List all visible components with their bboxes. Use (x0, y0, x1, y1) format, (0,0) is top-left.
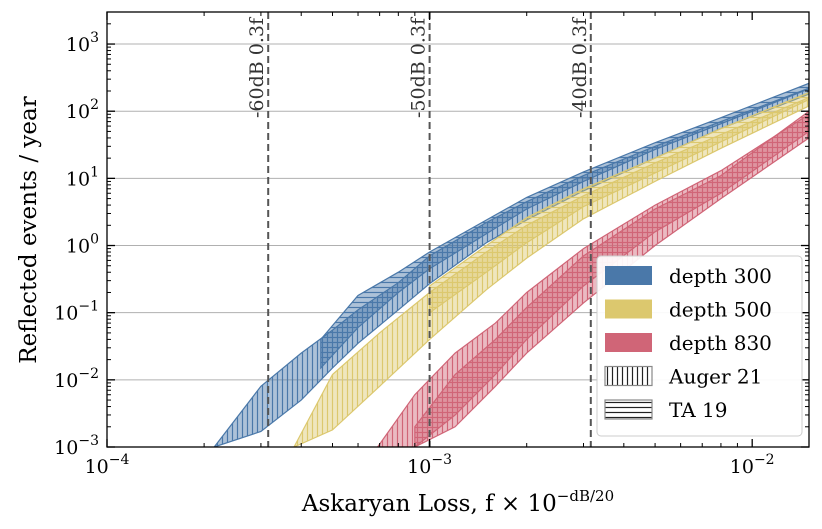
legend-swatch (605, 333, 652, 352)
bands (213, 82, 809, 447)
plot-frame (106, 11, 810, 448)
y-tick-label: 103 (66, 30, 99, 56)
y-tick-label: 10−1 (54, 299, 99, 325)
x-axis-label: Askaryan Loss, f × 10−dB/20 (301, 487, 614, 517)
legend-item-depth-830: depth 830 (605, 331, 772, 355)
band-depth-500-ta-19 (429, 91, 809, 314)
legend-swatch (605, 266, 652, 285)
x-tick-label: 10−2 (730, 452, 775, 478)
vline-label-50db-0-3f: -50dB 0.3f (408, 16, 430, 118)
legend: depth 300 depth 500 depth 830 Auger 21 TA 19 (596, 255, 803, 437)
x-axis-label-exponent: −dB/20 (557, 487, 614, 505)
y-axis-label: Reflected events / year (16, 96, 42, 363)
series-depth-830 (376, 110, 809, 447)
legend-item-depth-300: depth 300 (605, 264, 772, 288)
legend-swatch (604, 399, 653, 420)
series-depth-500 (293, 91, 809, 447)
legend-label: TA 19 (669, 398, 728, 422)
band-depth-830-ta-19 (414, 110, 809, 447)
legend-item-auger-21: Auger 21 (604, 365, 762, 389)
vline-label-60db-0-3f: -60dB 0.3f (246, 16, 268, 118)
legend-label: depth 300 (669, 264, 772, 288)
vline-label-40db-0-3f: -40dB 0.3f (569, 16, 591, 118)
x-tick-label: 10−4 (85, 452, 130, 478)
legend-label: Auger 21 (668, 365, 762, 389)
y-tick-label: 10−3 (54, 433, 99, 459)
vertical-reference-lines: -60dB 0.3f -50dB 0.3f -40dB 0.3f (246, 12, 592, 447)
legend-swatch (604, 365, 653, 387)
y-tick-label: 102 (66, 97, 99, 123)
band-depth-300-ta-19 (320, 82, 809, 370)
y-tick-label: 10−2 (54, 366, 99, 392)
legend-item-depth-500: depth 500 (605, 298, 772, 322)
x-tick-label: 10−3 (407, 452, 452, 478)
legend-swatch (605, 299, 652, 319)
legend-label: depth 500 (669, 298, 772, 322)
series-depth-300 (213, 82, 809, 447)
legend-item-ta-19: TA 19 (604, 398, 728, 422)
y-tick-label: 101 (66, 164, 99, 190)
x-axis-label-main: Askaryan Loss, f × 10 (301, 491, 557, 517)
legend-label: depth 830 (669, 331, 772, 355)
y-tick-label: 100 (66, 232, 99, 258)
